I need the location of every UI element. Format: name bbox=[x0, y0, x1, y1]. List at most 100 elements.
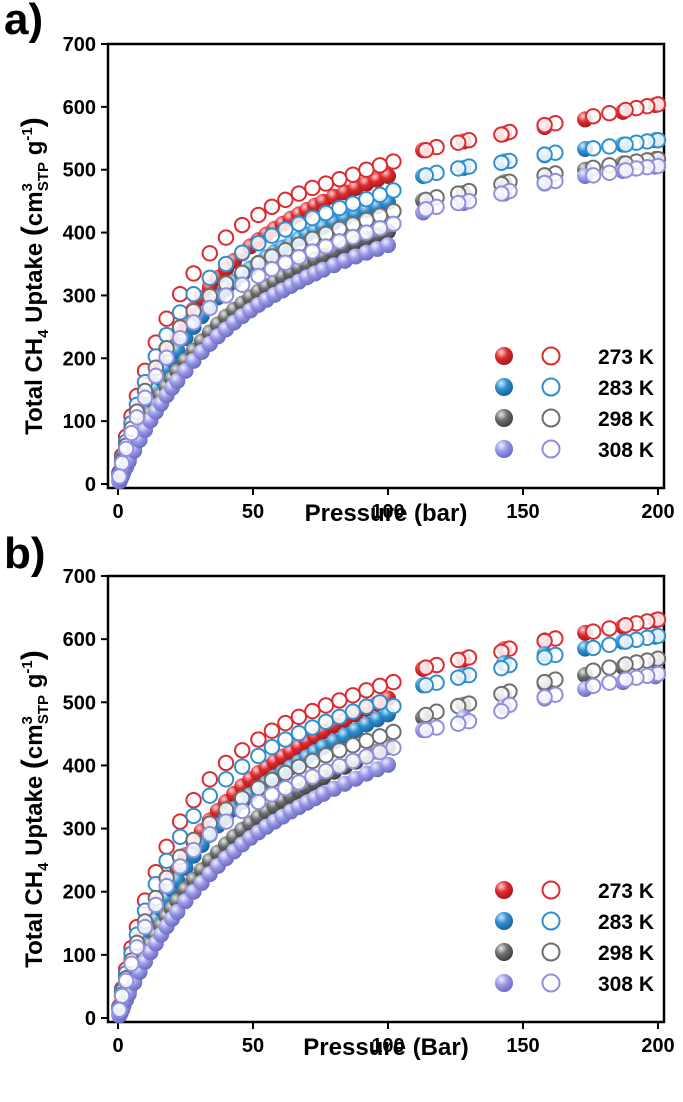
desorption-point bbox=[250, 731, 267, 748]
desorption-point bbox=[344, 195, 362, 212]
desorption-point bbox=[201, 269, 219, 287]
y-label-superscript: 3 bbox=[19, 716, 36, 724]
desorption-point bbox=[171, 329, 189, 347]
legend-open-marker bbox=[541, 942, 561, 962]
desorption-point bbox=[601, 636, 618, 654]
desorption-point bbox=[171, 828, 189, 845]
desorption-point bbox=[344, 687, 362, 704]
desorption-point bbox=[601, 164, 618, 182]
desorption-point bbox=[185, 791, 202, 809]
desorption-point bbox=[585, 623, 602, 640]
y-tick-label: 600 bbox=[63, 629, 96, 651]
desorption-point bbox=[111, 1001, 128, 1018]
x-tick-label: 50 bbox=[242, 501, 264, 523]
x-tick-label: 200 bbox=[641, 1035, 674, 1057]
y-label-subscript: STP bbox=[35, 695, 52, 724]
desorption-point bbox=[617, 656, 634, 673]
desorption-point bbox=[450, 715, 467, 732]
desorption-point bbox=[113, 455, 131, 472]
desorption-point bbox=[371, 157, 389, 174]
desorption-point bbox=[385, 739, 402, 756]
y-label-text: Uptake bbox=[21, 236, 48, 329]
desorption-point bbox=[290, 774, 308, 791]
desorption-point bbox=[331, 742, 348, 759]
desorption-point bbox=[358, 191, 375, 208]
x-tick-label: 0 bbox=[112, 501, 123, 523]
adsorption-point bbox=[380, 756, 396, 773]
desorption-point bbox=[317, 204, 335, 222]
panel-label: a) bbox=[4, 0, 43, 44]
desorption-point bbox=[601, 138, 618, 155]
desorption-point bbox=[450, 194, 467, 212]
desorption-point bbox=[158, 310, 175, 327]
desorption-point bbox=[171, 304, 189, 321]
desorption-point bbox=[371, 694, 389, 711]
y-tick-label: 500 bbox=[63, 160, 96, 182]
desorption-point bbox=[317, 175, 335, 192]
desorption-point bbox=[263, 771, 281, 789]
y-label-text: Uptake bbox=[21, 769, 48, 862]
desorption-point bbox=[385, 673, 402, 691]
desorption-point bbox=[371, 677, 389, 695]
desorption-point bbox=[185, 841, 202, 859]
y-tick-label: 200 bbox=[63, 348, 96, 370]
desorption-point bbox=[263, 227, 281, 244]
desorption-point bbox=[290, 215, 308, 232]
desorption-point bbox=[493, 702, 510, 720]
desorption-point bbox=[136, 389, 154, 407]
y-label-paren: ( bbox=[16, 759, 49, 769]
desorption-point bbox=[344, 737, 362, 754]
desorption-point bbox=[585, 108, 602, 125]
desorption-point bbox=[185, 807, 202, 825]
desorption-point bbox=[536, 673, 553, 691]
desorption-point bbox=[290, 758, 308, 775]
desorption-point bbox=[493, 185, 510, 202]
legend-filled-marker bbox=[495, 974, 513, 992]
legend-label: 273 K bbox=[598, 346, 654, 369]
x-tick-label: 150 bbox=[506, 1035, 539, 1057]
desorption-point bbox=[304, 752, 321, 770]
desorption-point bbox=[217, 813, 235, 830]
desorption-point bbox=[250, 206, 267, 224]
y-label-unit: g bbox=[21, 141, 48, 162]
x-tick-label: 0 bbox=[112, 1035, 123, 1057]
desorption-point bbox=[450, 160, 467, 177]
desorption-point bbox=[417, 142, 434, 159]
y-label-text: Total CH bbox=[21, 871, 48, 968]
desorption-point bbox=[536, 632, 553, 650]
desorption-point bbox=[358, 748, 375, 765]
desorption-point bbox=[117, 972, 135, 989]
legend-filled-marker bbox=[495, 378, 513, 396]
desorption-point bbox=[158, 877, 175, 895]
desorption-point bbox=[128, 939, 146, 956]
y-tick-label: 300 bbox=[63, 819, 96, 841]
y-axis-label: Total CH4 Uptake (cm3STP g-1) bbox=[16, 650, 52, 968]
desorption-point bbox=[585, 140, 602, 157]
desorption-point bbox=[234, 742, 251, 759]
desorption-point bbox=[344, 228, 362, 246]
y-label-paren: ( bbox=[16, 226, 49, 236]
desorption-point bbox=[493, 126, 510, 143]
desorption-point bbox=[617, 633, 634, 650]
desorption-point bbox=[331, 708, 348, 726]
desorption-point bbox=[277, 221, 294, 238]
legend-open-marker bbox=[541, 911, 561, 931]
chart-panel-b: b) 0 100 200 300 400 500 600 700 0 50 100 150 200 Pres… bbox=[4, 529, 675, 1061]
desorption-point bbox=[263, 786, 281, 803]
desorption-point bbox=[450, 134, 467, 151]
adsorption-point bbox=[380, 237, 396, 254]
desorption-point bbox=[317, 713, 335, 731]
y-tick-label: 0 bbox=[85, 1008, 96, 1030]
plot-frame bbox=[106, 42, 666, 490]
desorption-point bbox=[263, 738, 281, 756]
legend-open-marker bbox=[541, 346, 561, 366]
desorption-point bbox=[371, 743, 389, 761]
desorption-point bbox=[250, 747, 267, 765]
desorption-point bbox=[217, 229, 235, 246]
desorption-point bbox=[277, 731, 294, 748]
desorption-point bbox=[617, 136, 634, 153]
x-tick-label: 100 bbox=[371, 1035, 404, 1057]
desorption-point bbox=[385, 723, 402, 741]
desorption-point bbox=[123, 955, 140, 972]
desorption-point bbox=[371, 219, 389, 237]
